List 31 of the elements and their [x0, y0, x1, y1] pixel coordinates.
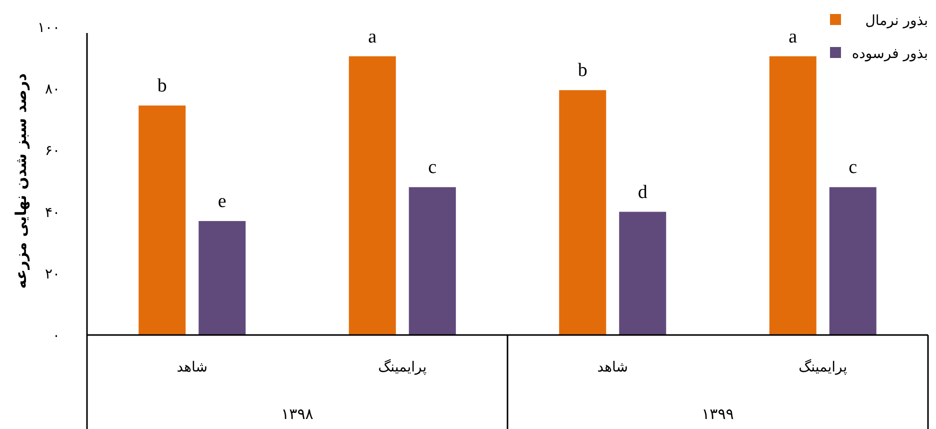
- text: ۱۳۹۹: [702, 405, 734, 423]
- data-label: e: [218, 191, 226, 212]
- y-tick-label: ۶۰: [44, 143, 60, 160]
- data-label: a: [788, 26, 798, 48]
- y-axis-title: درصد سبز شدن نهایی مزرعه: [12, 73, 30, 289]
- y-tick-label: ۸۰: [44, 82, 60, 98]
- x-tick-label: شاهد: [176, 360, 208, 376]
- text: ۱۳۹۸: [281, 405, 314, 423]
- legend-label: بذور فرسوده: [852, 46, 928, 62]
- bar: [348, 56, 396, 335]
- data-label: b: [157, 76, 167, 97]
- y-tick-label: ۱۰۰: [37, 20, 60, 36]
- data-label: b: [578, 60, 588, 82]
- data-label: a: [368, 26, 378, 48]
- bar: [198, 221, 246, 335]
- y-tick-label: ۲۰: [44, 266, 60, 282]
- x-tick-label: شاهد: [597, 360, 628, 376]
- y-tick-label: ۴۰: [44, 204, 60, 221]
- bar: [138, 106, 186, 335]
- data-label: c: [428, 157, 437, 178]
- data-label: d: [638, 182, 648, 203]
- legend-label: بذور نرمال: [865, 13, 928, 29]
- bar: [619, 212, 666, 335]
- bar: [769, 56, 816, 335]
- bar: [829, 187, 876, 335]
- bar: [559, 90, 606, 335]
- x-tick-label: پرایمینگ: [798, 358, 848, 376]
- data-label: c: [848, 157, 858, 178]
- y-tick-label: ۰: [52, 328, 60, 344]
- bar: [408, 187, 456, 335]
- x-tick-label: پرایمینگ: [378, 358, 427, 376]
